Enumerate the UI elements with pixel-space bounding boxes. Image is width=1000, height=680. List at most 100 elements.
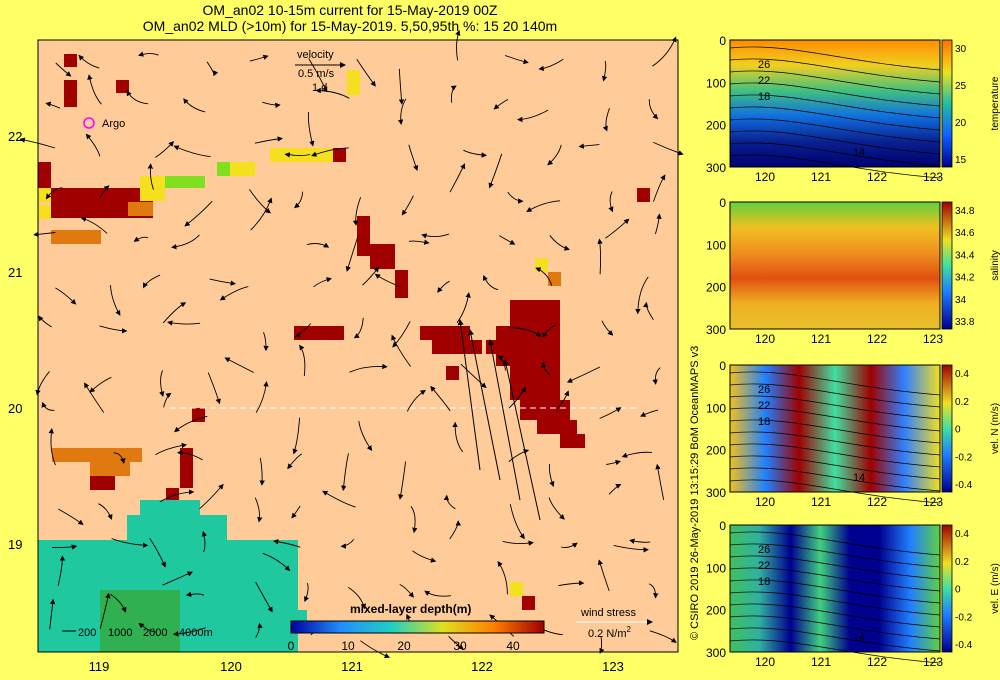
- current-arrow: [110, 285, 121, 316]
- argo-float-marker: [83, 117, 95, 129]
- depth-tick: 100: [706, 561, 726, 575]
- map-frame: [37, 39, 679, 653]
- current-arrow: [482, 274, 499, 291]
- section-panel-vel-n: 0 100 200 300 120 121 122 123 0.4 0.2 0 -0.2 -0.4 vel…: [706, 359, 1000, 509]
- current-arrow: [254, 497, 263, 523]
- current-arrow: [547, 144, 562, 166]
- mld-tick-30: 30: [453, 639, 467, 653]
- current-arrow: [163, 392, 172, 408]
- colorbar-tick: 0.2: [955, 557, 969, 568]
- current-arrow: [254, 136, 283, 144]
- section-colorbar: [941, 524, 953, 653]
- colorbar-tick: 34.4: [955, 250, 975, 261]
- section-panel-temperature: 0 100 200 300 120 121 122 123 30 25 20 15 temperatur…: [706, 34, 1000, 184]
- current-arrow: [111, 538, 149, 548]
- current-arrow: [173, 145, 211, 158]
- current-arrow: [654, 213, 662, 235]
- colorbar-tick: -0.4: [955, 480, 973, 491]
- current-arrow: [517, 109, 549, 123]
- current-arrow: [99, 185, 110, 198]
- lat-tick-22: 22: [8, 129, 22, 144]
- current-arrow: [294, 323, 312, 338]
- current-arrow: [443, 494, 456, 510]
- current-arrow: [653, 141, 684, 156]
- contour-label: 26: [758, 544, 770, 556]
- current-arrow: [143, 274, 161, 289]
- current-arrow: [183, 98, 206, 113]
- current-arrow: [608, 191, 614, 213]
- current-arrow: [424, 590, 452, 597]
- current-arrow: [292, 417, 301, 455]
- lon-tick: 121: [811, 170, 831, 184]
- contour-line: [729, 130, 941, 155]
- current-arrow: [526, 200, 561, 212]
- contour-line: [729, 82, 941, 107]
- current-arrow: [548, 463, 555, 487]
- current-arrow: [113, 452, 126, 464]
- section-field: [729, 201, 941, 330]
- current-arrow: [640, 409, 659, 417]
- current-arrow: [162, 302, 187, 324]
- current-arrow: [45, 101, 61, 109]
- contour-line: [729, 579, 941, 604]
- colorbar-tick: 0.2: [955, 397, 969, 408]
- current-arrow: [502, 540, 534, 546]
- current-arrow: [566, 366, 601, 383]
- depth-key-200: 200: [78, 627, 96, 639]
- current-arrow: [398, 461, 407, 500]
- section-field: [729, 39, 941, 168]
- current-arrow: [399, 584, 414, 598]
- current-arrow: [398, 68, 405, 105]
- colorbar-tick: 25: [955, 81, 967, 92]
- current-arrow: [299, 344, 306, 377]
- lon-tick: 123: [923, 170, 943, 184]
- current-arrow: [421, 233, 450, 239]
- current-arrow: [560, 542, 578, 548]
- colorbar-tick: 33.8: [955, 317, 975, 328]
- current-arrow: [508, 327, 542, 337]
- colorbar-tick: 0.4: [955, 369, 969, 380]
- current-arrow: [185, 591, 205, 597]
- lon-tick: 123: [923, 655, 943, 669]
- current-arrow: [505, 54, 529, 65]
- contour-line: [729, 467, 941, 492]
- current-arrow: [653, 174, 666, 202]
- current-arrow: [452, 421, 464, 453]
- colorbar-label: temperature: [990, 76, 1000, 130]
- section-panel-salinity: 0 100 200 300 120 121 122 123 34.8 34.6 34.4 34.2 34…: [706, 196, 1000, 346]
- current-arrow: [648, 583, 659, 599]
- current-arrow: [397, 98, 407, 125]
- mld-tick-20: 20: [397, 639, 411, 653]
- current-arrow: [540, 361, 551, 376]
- current-arrow: [353, 317, 364, 339]
- current-arrow: [542, 324, 556, 338]
- current-arrow: [613, 544, 649, 553]
- current-arrow: [273, 539, 301, 548]
- depth-tick: 300: [706, 323, 726, 337]
- current-arrow: [599, 407, 622, 419]
- current-arrow: [601, 60, 608, 82]
- colorbar-tick: 34.6: [955, 228, 975, 239]
- argo-label: Argo: [102, 118, 125, 130]
- colorbar-tick: -0.2: [955, 612, 973, 623]
- current-arrow: [597, 559, 610, 592]
- contour-label: 22: [758, 560, 770, 572]
- contour-line: [729, 555, 941, 580]
- current-arrow: [652, 367, 661, 385]
- contour-label: 14: [853, 472, 865, 484]
- current-arrow: [455, 29, 461, 61]
- current-arrow: [356, 59, 376, 87]
- current-arrow: [58, 508, 84, 526]
- contour-line: [729, 70, 941, 95]
- contour-line: [729, 407, 941, 432]
- current-arrow: [497, 355, 506, 371]
- current-arrow: [99, 592, 111, 630]
- current-arrow: [508, 448, 530, 462]
- colorbar-tick: 15: [955, 155, 967, 166]
- current-arrow: [499, 235, 516, 245]
- velocity-key-speed: 0.5 m/s: [298, 68, 335, 80]
- velocity-key-label: velocity: [297, 49, 334, 61]
- current-arrow: [601, 320, 614, 336]
- depth-tick: 200: [706, 604, 726, 618]
